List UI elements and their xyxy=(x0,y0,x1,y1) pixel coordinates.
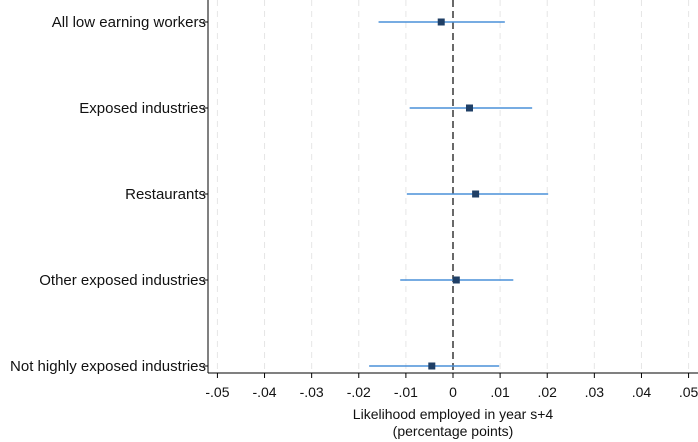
x-tick-label-1: -.04 xyxy=(252,384,276,400)
point-estimate-3 xyxy=(452,276,460,284)
category-label-1: Exposed industries xyxy=(79,100,206,117)
x-axis-title-line1: Likelihood employed in year s+4 xyxy=(353,406,554,422)
x-tick-label-5: 0 xyxy=(449,384,457,400)
point-estimate-0 xyxy=(437,18,445,26)
point-estimate-2 xyxy=(472,190,480,198)
x-axis-title-line2: (percentage points) xyxy=(393,423,514,439)
x-tick-label-2: -.03 xyxy=(300,384,324,400)
x-tick-label-9: .04 xyxy=(632,384,652,400)
x-tick-label-4: -.01 xyxy=(394,384,418,400)
gridlines xyxy=(216,0,690,373)
point-estimates xyxy=(428,18,480,370)
axes: -.05 -.04 -.03 -.02 -.01 0 .01 .02 .03 .04 .05 xyxy=(203,0,698,400)
category-labels: All low earning workers Exposed industrie… xyxy=(10,14,206,375)
point-estimate-4 xyxy=(428,362,436,370)
category-label-3: Other exposed industries xyxy=(39,272,206,289)
x-tick-label-8: .03 xyxy=(585,384,605,400)
category-label-4: Not highly exposed industries xyxy=(10,358,206,375)
x-tick-label-3: -.02 xyxy=(347,384,371,400)
x-tick-label-0: -.05 xyxy=(205,384,229,400)
point-estimate-1 xyxy=(465,104,473,112)
category-label-2: Restaurants xyxy=(125,186,206,203)
category-label-0: All low earning workers xyxy=(52,14,206,31)
confidence-intervals xyxy=(369,21,549,367)
x-tick-label-10: .05 xyxy=(679,384,698,400)
x-tick-label-7: .02 xyxy=(537,384,557,400)
x-tick-label-6: .01 xyxy=(490,384,510,400)
